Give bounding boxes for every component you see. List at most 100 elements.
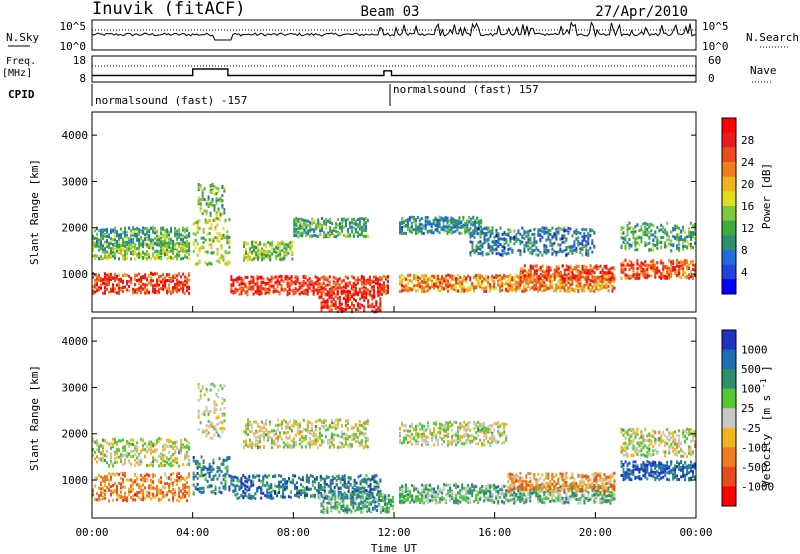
heatmap-cell: [648, 248, 651, 252]
heatmap-cell: [509, 229, 512, 233]
heatmap-cell: [249, 247, 251, 251]
heatmap-cell: [102, 456, 104, 460]
heatmap-cell: [611, 278, 614, 282]
heatmap-cell: [481, 250, 484, 254]
heatmap-cell: [428, 229, 431, 233]
heatmap-cell: [380, 292, 383, 296]
heatmap-cell: [124, 453, 126, 457]
heatmap-cell: [624, 276, 627, 280]
heatmap-cell: [262, 287, 265, 291]
heatmap-cell: [308, 281, 311, 285]
heatmap-cell: [682, 225, 685, 229]
heatmap-cell: [94, 476, 96, 480]
heatmap-cell: [569, 286, 572, 290]
heatmap-cell: [678, 272, 681, 276]
heatmap-cell: [656, 238, 659, 242]
heatmap-cell: [684, 275, 687, 279]
heatmap-cell: [485, 252, 488, 256]
noise-left-tick-bottom: 10^0: [60, 40, 87, 53]
heatmap-cell: [182, 256, 185, 260]
heatmap-cell: [537, 253, 540, 257]
heatmap-cell: [469, 278, 472, 282]
heatmap-cell: [423, 273, 426, 277]
heatmap-cell: [199, 206, 202, 210]
heatmap-cell: [102, 237, 104, 240]
heatmap-cell: [336, 279, 339, 282]
colorbar-frame: [721, 117, 737, 295]
heatmap-cell: [523, 287, 526, 291]
heatmap-cell: [644, 230, 647, 234]
heatmap-cell: [146, 283, 149, 287]
heatmap-cell: [267, 256, 270, 260]
heatmap-cell: [240, 292, 243, 296]
heatmap-cell: [438, 231, 441, 235]
heatmap-cell: [664, 241, 667, 245]
heatmap-cell: [164, 244, 167, 248]
heatmap-cell: [620, 263, 623, 267]
heatmap-cell: [593, 275, 596, 279]
heatmap-cell: [96, 440, 98, 444]
heatmap-cell: [214, 227, 217, 231]
heatmap-cell: [168, 250, 171, 254]
heatmap-cell: [106, 287, 108, 291]
heatmap-cell: [226, 236, 229, 240]
heatmap-cell: [259, 251, 262, 255]
heatmap-cell: [253, 246, 256, 250]
heatmap-cell: [379, 308, 382, 312]
heatmap-cell: [118, 495, 120, 499]
heatmap-cell: [569, 289, 572, 293]
heatmap-cell: [676, 264, 679, 268]
heatmap-cell: [579, 247, 582, 251]
heatmap-cell: [443, 279, 446, 283]
heatmap-cell: [186, 476, 189, 480]
heatmap-cell: [480, 219, 483, 223]
heatmap-cell: [186, 278, 189, 282]
heatmap-cell: [172, 499, 175, 503]
heatmap-cell: [613, 274, 616, 278]
heatmap-cell: [122, 286, 124, 289]
heatmap-cell: [684, 271, 687, 275]
heatmap-cell: [218, 218, 221, 222]
heatmap-cell: [527, 230, 530, 233]
heatmap-cell: [98, 445, 100, 449]
heatmap-cell: [261, 249, 264, 253]
heatmap-cell: [551, 283, 554, 287]
heatmap-cell: [257, 257, 260, 261]
heatmap-cell: [565, 246, 568, 250]
heatmap-cell: [208, 227, 211, 231]
heatmap-cell: [136, 247, 139, 251]
heatmap-cell: [98, 447, 100, 451]
heatmap-cell: [207, 197, 210, 201]
heatmap-cell: [425, 290, 428, 293]
heatmap-cell: [680, 266, 683, 270]
heatmap-cell: [327, 231, 330, 235]
heatmap-cell: [296, 278, 299, 282]
heatmap-cell: [186, 286, 189, 290]
heatmap-cell: [247, 242, 249, 246]
heatmap-cell: [266, 290, 269, 294]
heatmap-cell: [601, 276, 604, 280]
heatmap-cell: [186, 499, 189, 503]
heatmap-cell: [593, 231, 596, 235]
heatmap-cell: [442, 217, 445, 221]
heatmap-cell: [339, 225, 341, 229]
heatmap-cell: [98, 486, 100, 490]
heatmap-cell: [288, 277, 291, 281]
heatmap-cell: [94, 450, 96, 454]
heatmap-cell: [365, 288, 368, 292]
heatmap-cell: [555, 228, 558, 231]
heatmap-cell: [213, 192, 216, 196]
heatmap-cell: [221, 186, 224, 190]
heatmap-cell: [505, 280, 508, 284]
heatmap-cell: [186, 281, 189, 285]
heatmap-cell: [477, 232, 480, 236]
heatmap-cell: [128, 237, 131, 240]
heatmap-cell: [258, 275, 261, 279]
heatmap-cell: [116, 277, 118, 281]
heatmap-cell: [259, 255, 262, 259]
heatmap-cell: [668, 238, 671, 242]
heatmap-cell: [451, 286, 454, 290]
heatmap-cell: [636, 223, 639, 227]
frequency-panel: Freq. [MHz] 18 8 60 0 Nave: [2, 54, 777, 85]
heatmap-cell: [180, 233, 183, 237]
